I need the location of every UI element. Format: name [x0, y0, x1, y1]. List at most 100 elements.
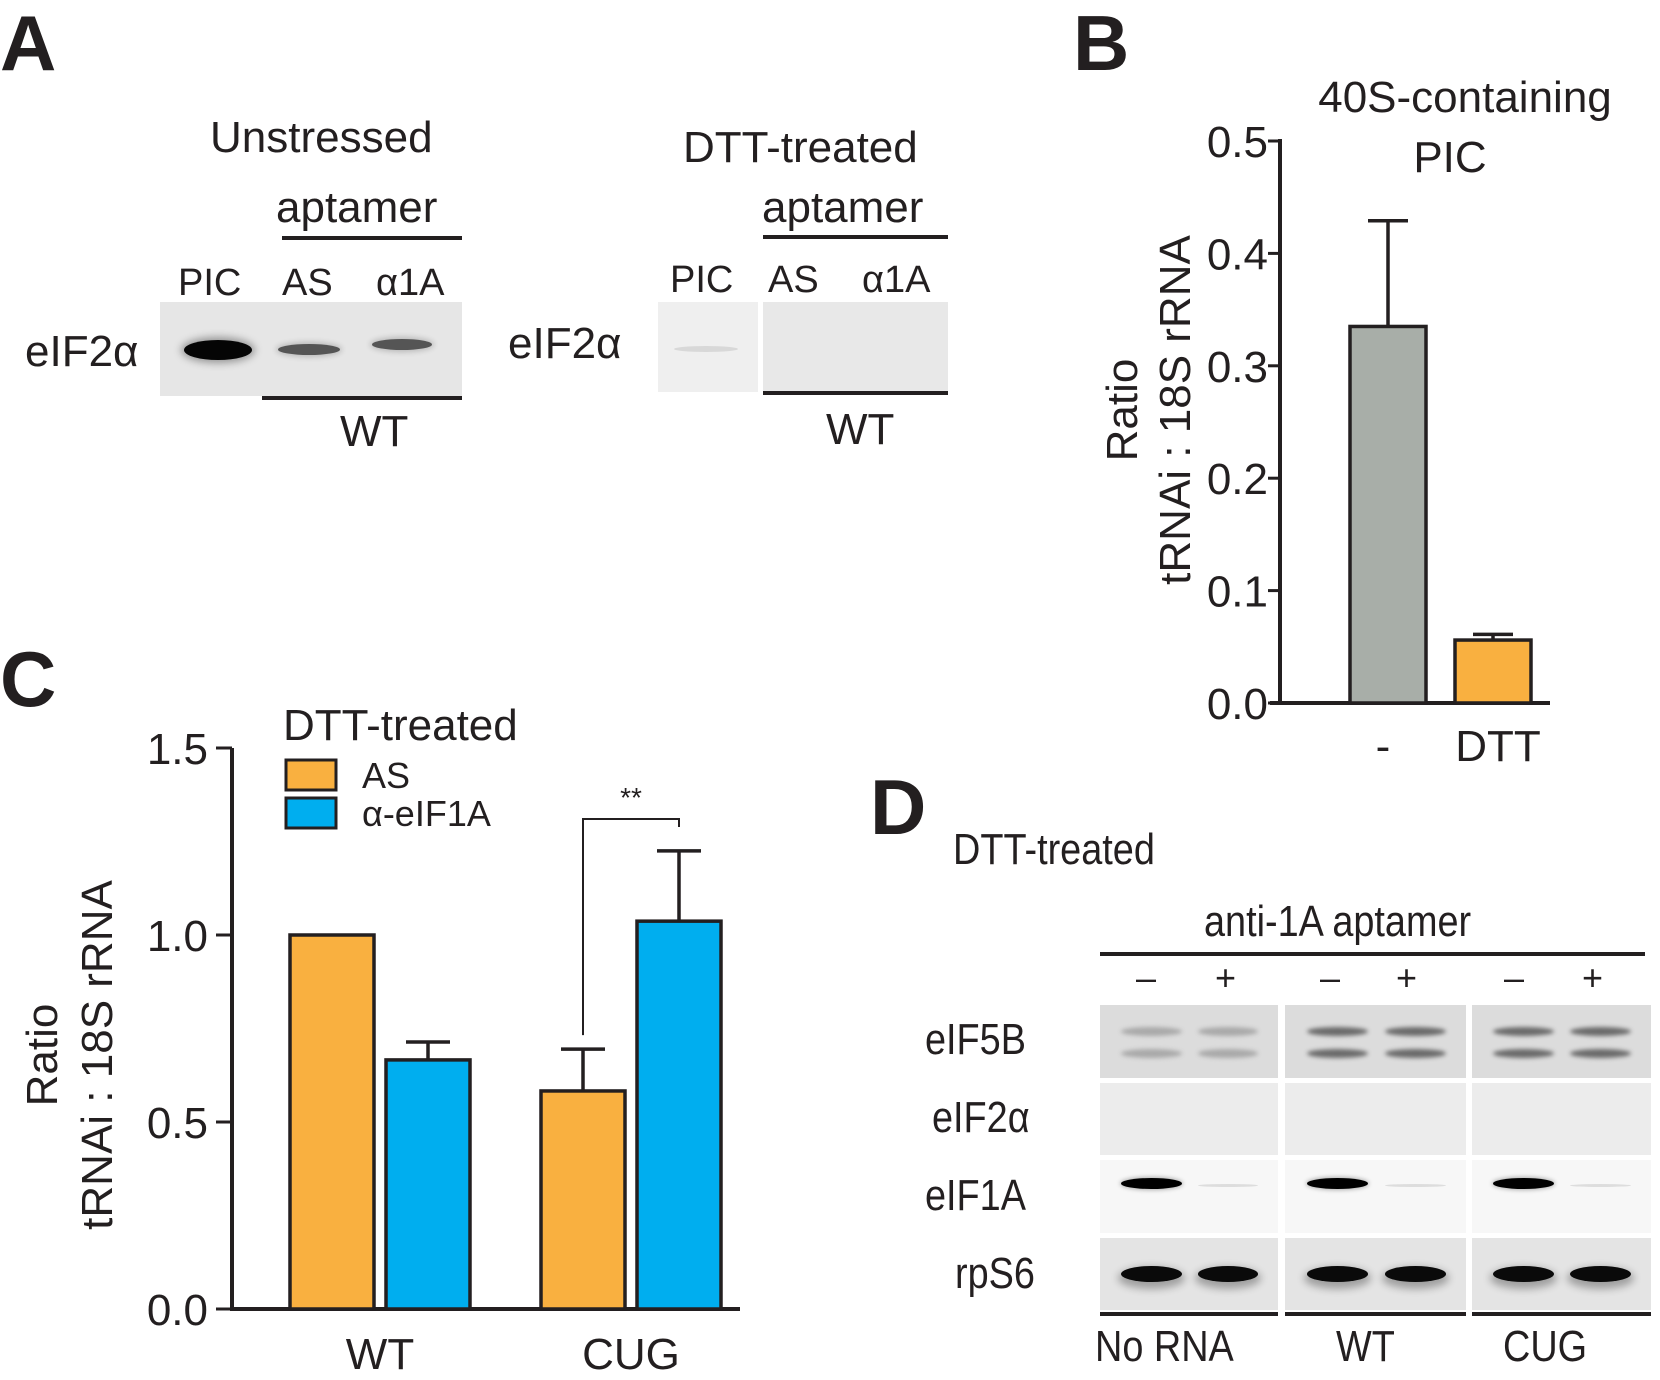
chart-c-ytick-label: 1.5 [147, 725, 208, 774]
band-dtt-pic [674, 346, 738, 352]
chart-b: 40S-containing PIC Ratio tRNAi : 18S rRN… [1098, 73, 1612, 771]
d-lane-sign-4: + [1396, 957, 1418, 998]
band [1493, 1266, 1555, 1282]
d-blot-0-1 [1285, 1005, 1466, 1078]
band [1570, 1184, 1632, 1187]
chart-c-bar [539, 1089, 627, 1311]
chart-c-significance-bracket [582, 818, 680, 1036]
band [1306, 1049, 1369, 1058]
chart-c-legend-label: α-eIF1A [362, 793, 491, 834]
panel-letter-a: A [0, 0, 57, 87]
chart-c-xtick-label: WT [346, 1330, 414, 1379]
unstressed-blot [160, 302, 462, 396]
panel-letter-c: C [0, 635, 57, 723]
band [1121, 1027, 1182, 1036]
unstressed-lane-label-pic: PIC [178, 262, 242, 304]
d-lane-sign-6: + [1582, 957, 1604, 998]
d-lane-sign-1: – [1136, 957, 1157, 998]
band [1384, 1049, 1447, 1058]
band [1306, 1027, 1369, 1036]
unstressed-wt-bracket [262, 396, 462, 400]
unstressed-row-label: eIF2α [25, 327, 139, 376]
band [1493, 1049, 1555, 1058]
dtt-blot-aptamer [763, 302, 948, 392]
dtt-aptamer-label: aptamer [762, 183, 924, 232]
band [1306, 1266, 1369, 1282]
dtt-row-label: eIF2α [508, 319, 622, 368]
d-blot-0-2 [1472, 1005, 1651, 1078]
chart-b-ytick-label: 0.0 [1207, 680, 1268, 729]
band-a1a [372, 339, 432, 350]
d-group-bracket-cug [1472, 1312, 1651, 1316]
d-blot-3-2 [1472, 1238, 1651, 1310]
chart-b-ytick-label: 0.3 [1207, 343, 1268, 392]
d-blot-1-0 [1100, 1083, 1278, 1155]
d-row-label-eif2a: eIF2α [932, 1093, 1030, 1142]
d-aptamer-bracket [1100, 952, 1645, 956]
dtt-lane-label-pic: PIC [670, 259, 734, 301]
unstressed-title: Unstressed [210, 113, 433, 162]
d-row-label-eif1a: eIF1A [925, 1171, 1026, 1220]
unstressed-aptamer-bracket [282, 236, 462, 240]
d-aptamer-label: anti-1A aptamer [1204, 897, 1472, 946]
chart-c-legend-title: DTT-treated [283, 701, 518, 750]
band [1197, 1049, 1259, 1058]
unstressed-lane-label-as: AS [282, 262, 333, 304]
d-blot-2-0 [1100, 1160, 1278, 1233]
band [1570, 1266, 1632, 1282]
dtt-wt-bracket [763, 391, 948, 395]
unstressed-wt-label: WT [340, 407, 409, 456]
band [1384, 1266, 1447, 1282]
chart-b-xtick-label: DTT [1455, 722, 1541, 771]
chart-b-xtick-label: - [1376, 722, 1391, 771]
band [1493, 1178, 1555, 1189]
d-blot-0-0 [1100, 1005, 1278, 1078]
panel-letter-d: D [870, 763, 927, 851]
chart-c-ylabel-line1: Ratio [18, 1004, 67, 1107]
panel-letter-b: B [1073, 0, 1130, 87]
d-group-bracket-wt [1285, 1312, 1466, 1316]
unstressed-aptamer-label: aptamer [276, 183, 438, 232]
band-pic [184, 340, 252, 360]
chart-b-ytick-label: 0.5 [1207, 118, 1268, 167]
chart-c-legend-label: AS [362, 755, 410, 796]
d-blot-2-1 [1285, 1160, 1466, 1233]
chart-b-title-line2: PIC [1413, 133, 1486, 182]
d-blot-1-1 [1285, 1083, 1466, 1155]
band [1384, 1184, 1447, 1187]
dtt-title: DTT-treated [683, 123, 918, 172]
band [1121, 1049, 1182, 1058]
d-lane-sign-3: – [1320, 957, 1341, 998]
d-group-label-no-rna: No RNA [1095, 1322, 1234, 1371]
chart-c-bar [635, 919, 723, 1311]
band [1493, 1027, 1555, 1036]
d-blot-1-2 [1472, 1083, 1651, 1155]
band [1121, 1178, 1182, 1189]
band [1570, 1027, 1632, 1036]
d-blot-3-1 [1285, 1238, 1466, 1310]
chart-c-significance-label: ** [620, 782, 642, 813]
unstressed-lane-label-a1a: α1A [376, 262, 445, 304]
dtt-lane-label-a1a: α1A [862, 259, 931, 301]
band [1384, 1027, 1447, 1036]
dtt-lane-label-as: AS [768, 259, 819, 301]
band [1197, 1266, 1259, 1282]
band [1570, 1049, 1632, 1058]
chart-c-bar [288, 933, 376, 1311]
d-row-label-eif5b: eIF5B [925, 1015, 1026, 1064]
d-title: DTT-treated [953, 825, 1155, 874]
chart-c-ylabel-line2: tRNAi : 18S rRNA [73, 880, 122, 1230]
band-as [278, 344, 340, 355]
chart-c-xtick-label: CUG [582, 1330, 680, 1379]
chart-b-bar [1348, 324, 1428, 705]
d-lane-sign-5: – [1504, 957, 1525, 998]
d-blot-2-2 [1472, 1160, 1651, 1233]
dtt-aptamer-bracket [763, 235, 948, 239]
chart-c-legend-swatch [284, 796, 338, 830]
band [1306, 1178, 1369, 1189]
d-group-bracket-nornA [1100, 1312, 1278, 1316]
dtt-blot-pic [658, 302, 758, 392]
chart-c-legend-swatch [284, 758, 338, 792]
chart-b-ylabel: Ratio tRNAi : 18S rRNA [1098, 235, 1200, 585]
chart-c-bar [384, 1058, 472, 1311]
